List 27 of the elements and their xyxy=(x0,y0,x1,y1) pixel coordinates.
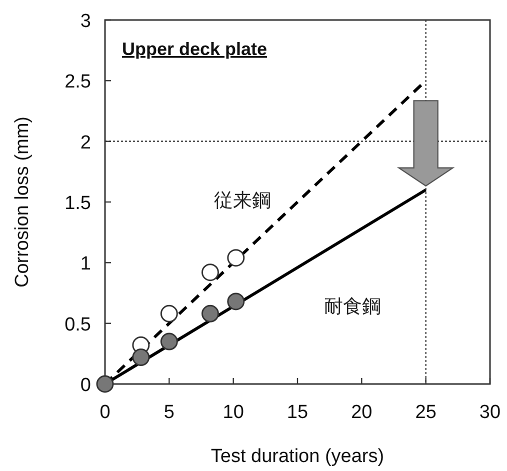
point xyxy=(227,292,245,310)
x-tick-label: 0 xyxy=(100,402,110,423)
text: 耐食鋼 xyxy=(324,296,382,318)
y-axis-title: Corrosion loss (mm) xyxy=(12,116,33,288)
y-tick-label: 3 xyxy=(80,11,91,32)
text: Upper deck plate xyxy=(122,39,268,59)
x-tick-label: 5 xyxy=(164,402,174,423)
x-tick-label: 10 xyxy=(222,402,244,423)
point xyxy=(132,348,150,366)
x-tick-label: 15 xyxy=(286,402,308,423)
y-tick-label: 1.5 xyxy=(64,193,91,214)
point xyxy=(96,375,114,393)
point xyxy=(160,304,178,322)
x-axis-title: Test duration (years) xyxy=(210,446,384,467)
x-tick-label: 25 xyxy=(415,402,436,423)
x-tick-label: 20 xyxy=(351,402,372,423)
y-tick-label: 2 xyxy=(80,132,91,154)
point xyxy=(201,304,219,322)
point xyxy=(201,264,219,282)
y-tick-label: 1 xyxy=(80,254,91,275)
point xyxy=(160,332,178,350)
x-tick-label: 30 xyxy=(479,402,501,423)
y-tick-label: 0.5 xyxy=(64,314,91,336)
point xyxy=(227,249,245,267)
y-tick-label: 0 xyxy=(80,375,91,396)
y-tick-label: 2.5 xyxy=(64,72,91,93)
series-label: 従来鋼 xyxy=(214,190,272,212)
